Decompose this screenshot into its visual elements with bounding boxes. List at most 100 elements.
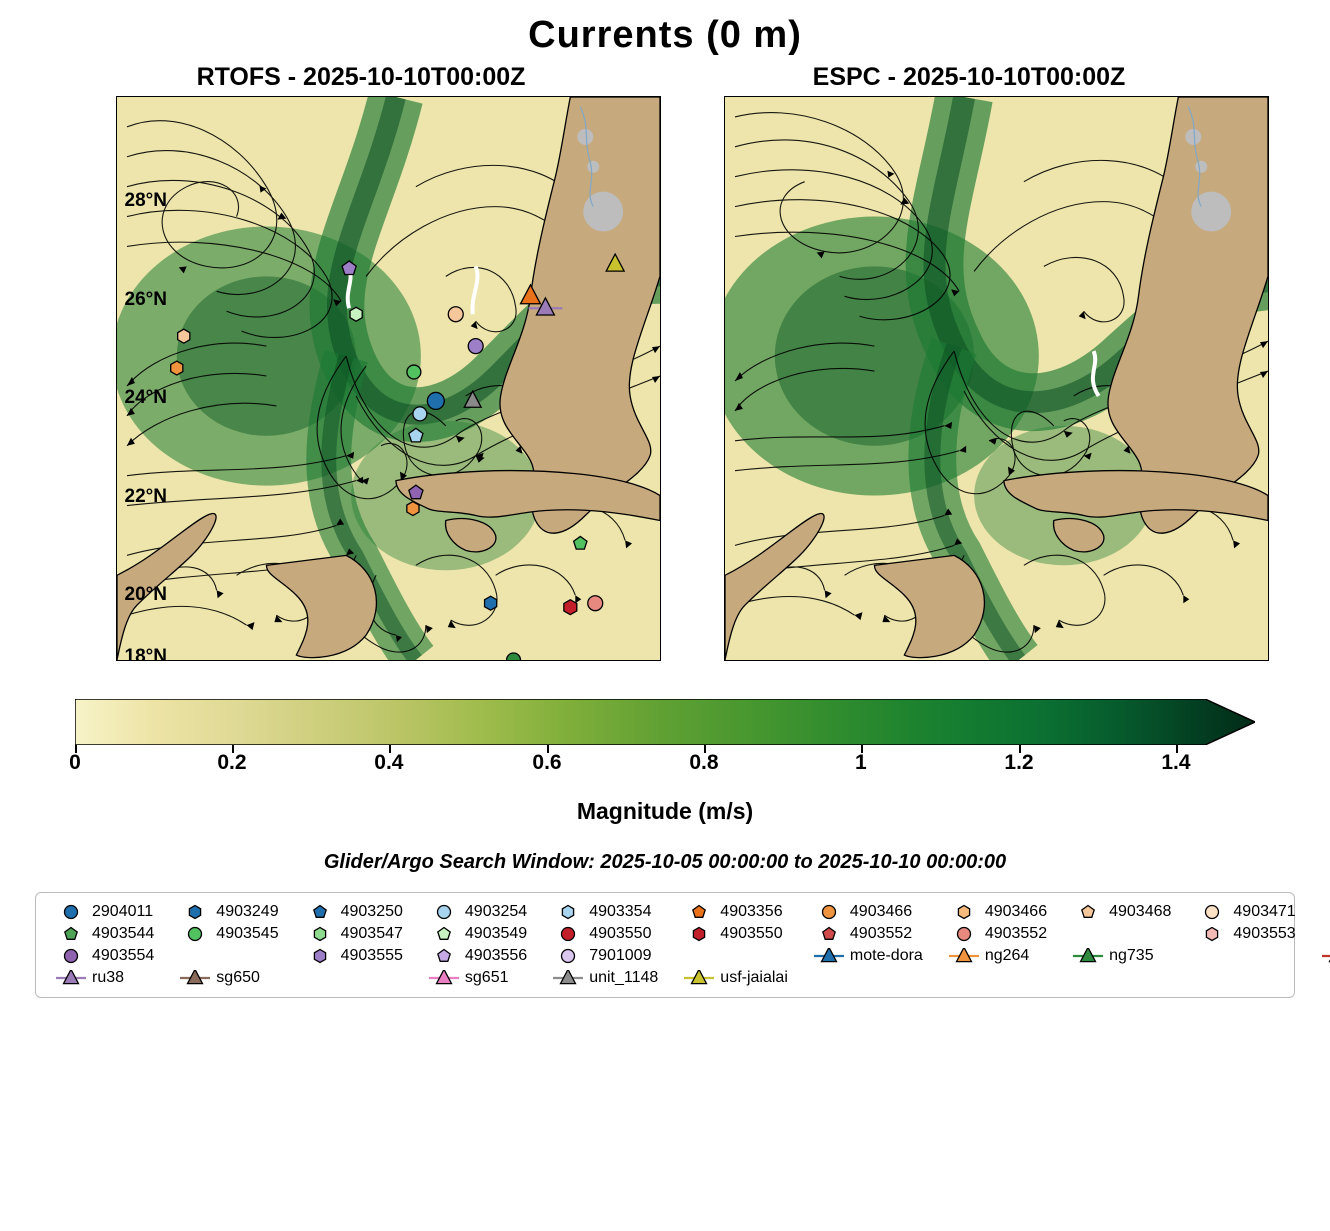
legend-box: 2904011 4903249 4903250 4903254 4903354 49033… <box>35 892 1295 998</box>
legend-label-4903466: 4903466 <box>985 903 1047 921</box>
legend-symbol-4903254 <box>429 904 459 920</box>
legend-symbol-ng264 <box>949 948 979 964</box>
legend-item-4903555: 4903555 <box>305 947 403 965</box>
legend-label-ru38: ru38 <box>92 969 124 987</box>
ytick-18-p1: 18°N <box>125 646 167 661</box>
legend-symbol-4903555 <box>305 948 335 964</box>
cb-tick-0: 0 <box>69 751 81 775</box>
legend-symbol-4903547 <box>305 926 335 942</box>
panels-row: RTOFS - 2025-10-10T00:00Z <box>0 63 1330 663</box>
legend-symbol-4903356 <box>684 904 714 920</box>
colorbar: 0 0.2 0.4 0.6 0.8 1 1.2 1.4 Magnitude (m… <box>75 699 1255 825</box>
legend-symbol-4903472 <box>1322 904 1330 920</box>
legend-label-4903547: 4903547 <box>341 925 403 943</box>
legend-item-4903544: 4903544 <box>56 925 154 943</box>
legend-label-usf-jaialai: usf-jaialai <box>720 969 788 987</box>
legend-item-unit_1148: unit_1148 <box>553 969 658 987</box>
legend-symbol-sg651 <box>429 970 459 986</box>
legend-item-4903249: 4903249 <box>180 903 278 921</box>
page-title: Currents (0 m) <box>0 0 1330 57</box>
legend-label-7901009: 7901009 <box>589 947 651 965</box>
legend-label-ng735: ng735 <box>1109 947 1154 965</box>
legend-label-2904011: 2904011 <box>92 903 153 921</box>
legend-symbol-4903466 <box>949 904 979 920</box>
legend-item-ng264: ng264 <box>949 947 1047 965</box>
legend-item-4903471: 4903471 <box>1197 903 1295 921</box>
legend-item-ori: ori <box>1322 947 1330 965</box>
legend-symbol-4903552 <box>949 926 979 942</box>
cb-tick-2: 0.4 <box>374 751 403 775</box>
colorbar-gradient <box>75 699 1255 745</box>
legend-symbol-4903550 <box>684 926 714 942</box>
legend-symbol-4903549 <box>429 926 459 942</box>
legend-symbol-4903250 <box>305 904 335 920</box>
legend-symbol-ori <box>1322 948 1330 964</box>
legend-item-4903466: 4903466 <box>814 903 923 921</box>
map-rtofs[interactable]: 28°N 26°N 24°N 22°N 20°N 18°N 90°W 88°W … <box>116 96 661 661</box>
legend-label-4903356: 4903356 <box>720 903 782 921</box>
legend-label-4903550: 4903550 <box>589 925 651 943</box>
colorbar-label: Magnitude (m/s) <box>75 798 1255 825</box>
legend-label-unit_1148: unit_1148 <box>589 969 658 987</box>
legend-item-4903554: 4903554 <box>1322 925 1330 943</box>
legend-item-4903550: 4903550 <box>684 925 788 943</box>
ytick-28-p1: 28°N <box>125 190 167 212</box>
legend-symbol-4903552 <box>814 926 844 942</box>
legend-label-sg651: sg651 <box>465 969 509 987</box>
legend-item-4903466: 4903466 <box>949 903 1047 921</box>
legend-symbol-4903354 <box>553 904 583 920</box>
legend-symbol-4903471 <box>1197 904 1227 920</box>
legend-label-4903250: 4903250 <box>341 903 403 921</box>
cb-tick-1: 0.2 <box>217 751 246 775</box>
panel-title-espc: ESPC - 2025-10-10T00:00Z <box>669 63 1269 92</box>
cb-tick-5: 1 <box>855 751 867 775</box>
legend-item-usf-jaialai: usf-jaialai <box>684 969 788 987</box>
legend-symbol-mote-dora <box>814 948 844 964</box>
legend-item-4903552: 4903552 <box>949 925 1047 943</box>
legend-item-7901009: 7901009 <box>553 947 658 965</box>
legend-symbol-7901009 <box>553 948 583 964</box>
legend-symbol-4903550 <box>553 926 583 942</box>
legend-symbol-usf-jaialai <box>684 970 714 986</box>
legend-label-4903354: 4903354 <box>589 903 651 921</box>
legend-item-4903468: 4903468 <box>1073 903 1171 921</box>
legend-symbol-4903545 <box>180 926 210 942</box>
search-window-subtitle: Glider/Argo Search Window: 2025-10-05 00… <box>0 851 1330 874</box>
legend-item-4903545: 4903545 <box>180 925 278 943</box>
legend-symbol-4903466 <box>814 904 844 920</box>
legend-label-4903471: 4903471 <box>1233 903 1295 921</box>
ytick-20-p1: 20°N <box>125 584 167 606</box>
legend-item-4903553: 4903553 <box>1197 925 1295 943</box>
ytick-26-p1: 26°N <box>125 289 167 311</box>
legend-symbol-4903544 <box>56 926 86 942</box>
legend-symbol-4903553 <box>1197 926 1227 942</box>
legend-label-4903249: 4903249 <box>216 903 278 921</box>
legend-item-4903356: 4903356 <box>684 903 788 921</box>
legend-label-4903552: 4903552 <box>985 925 1047 943</box>
map-espc[interactable]: 28°N 26°N 24°N 22°N 20°N 18°N 90°W 88°W … <box>724 96 1269 661</box>
legend-item-ng735: ng735 <box>1073 947 1171 965</box>
legend-symbol-4903554 <box>1322 926 1330 942</box>
cb-tick-7: 1.4 <box>1161 751 1190 775</box>
legend-item-mote-dora: mote-dora <box>814 947 923 965</box>
legend-symbol-sg650 <box>180 970 210 986</box>
legend-label-4903466: 4903466 <box>850 903 912 921</box>
legend-item-4903556: 4903556 <box>429 947 527 965</box>
legend-label-4903468: 4903468 <box>1109 903 1171 921</box>
ytick-22-p1: 22°N <box>125 486 167 508</box>
panel-rtofs: RTOFS - 2025-10-10T00:00Z <box>61 63 661 663</box>
legend-label-4903553: 4903553 <box>1233 925 1295 943</box>
legend-item-ru38: ru38 <box>56 969 154 987</box>
legend-item-4903354: 4903354 <box>553 903 658 921</box>
legend-label-sg650: sg650 <box>216 969 260 987</box>
legend-label-4903545: 4903545 <box>216 925 278 943</box>
legend-symbol-unit_1148 <box>553 970 583 986</box>
panel-espc: ESPC - 2025-10-10T00:00Z <box>669 63 1269 663</box>
legend-label-4903254: 4903254 <box>465 903 527 921</box>
legend-label-4903556: 4903556 <box>465 947 527 965</box>
legend-item-4903550: 4903550 <box>553 925 658 943</box>
legend-item-4903549: 4903549 <box>429 925 527 943</box>
legend-label-ng264: ng264 <box>985 947 1030 965</box>
cb-tick-6: 1.2 <box>1004 751 1033 775</box>
legend-symbol-4903249 <box>180 904 210 920</box>
